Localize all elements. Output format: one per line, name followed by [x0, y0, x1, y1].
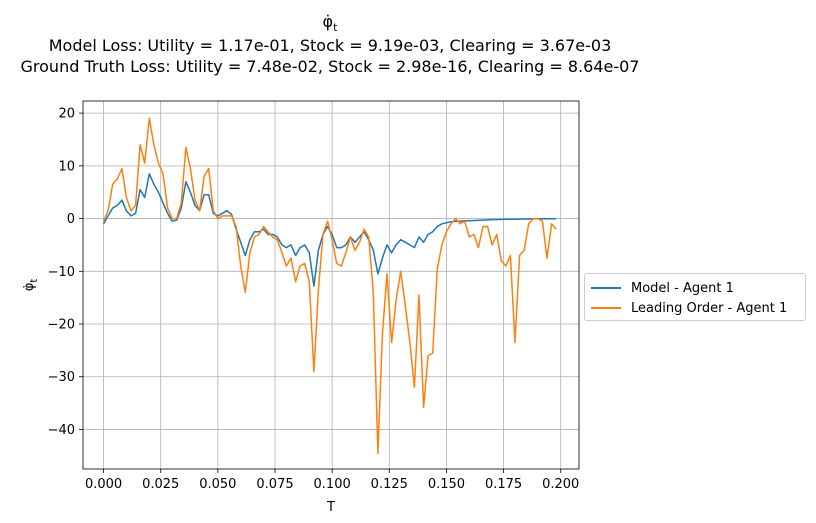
legend: Model - Agent 1 Leading Order - Agent 1	[584, 273, 806, 321]
y-axis-label: φ̇t	[22, 279, 40, 292]
x-tick-label-2: 0.050	[199, 477, 236, 492]
legend-item-model: Model - Agent 1	[591, 278, 734, 298]
x-tick-label-7: 0.175	[485, 477, 522, 492]
x-axis-label: T	[326, 500, 335, 515]
chart-subtitle-model-loss: Model Loss: Utility = 1.17e-01, Stock = …	[48, 36, 612, 55]
chart-title-symbol: φ̇t	[322, 12, 338, 35]
y-tick-label-0: 20	[58, 107, 75, 122]
x-tick-label-6: 0.150	[428, 477, 465, 492]
x-tick-label-8: 0.200	[542, 477, 579, 492]
y-tick-label-5: −30	[48, 370, 75, 385]
y-tick-label-1: 10	[58, 159, 75, 174]
series-line-leading	[102, 117, 557, 454]
x-tick-label-0: 0.000	[85, 477, 122, 492]
legend-swatch-model	[591, 287, 621, 289]
legend-label-model: Model - Agent 1	[631, 280, 734, 296]
y-tick-label-2: 0	[67, 212, 75, 227]
x-tick-label-4: 0.100	[314, 477, 351, 492]
x-tick-label-5: 0.125	[371, 477, 408, 492]
chart-subtitle-ground-truth-loss: Ground Truth Loss: Utility = 7.48e-02, S…	[20, 57, 640, 76]
axes-frame	[82, 100, 580, 470]
legend-swatch-leading	[591, 307, 621, 309]
y-tick-label-3: −10	[48, 265, 75, 280]
y-tick-label-6: −40	[48, 423, 75, 438]
series-line-model	[102, 173, 557, 287]
legend-label-leading: Leading Order - Agent 1	[631, 300, 788, 316]
x-tick-label-3: 0.075	[256, 477, 293, 492]
legend-item-leading: Leading Order - Agent 1	[591, 298, 787, 318]
x-tick-label-1: 0.025	[142, 477, 179, 492]
y-tick-label-4: −20	[48, 318, 75, 333]
